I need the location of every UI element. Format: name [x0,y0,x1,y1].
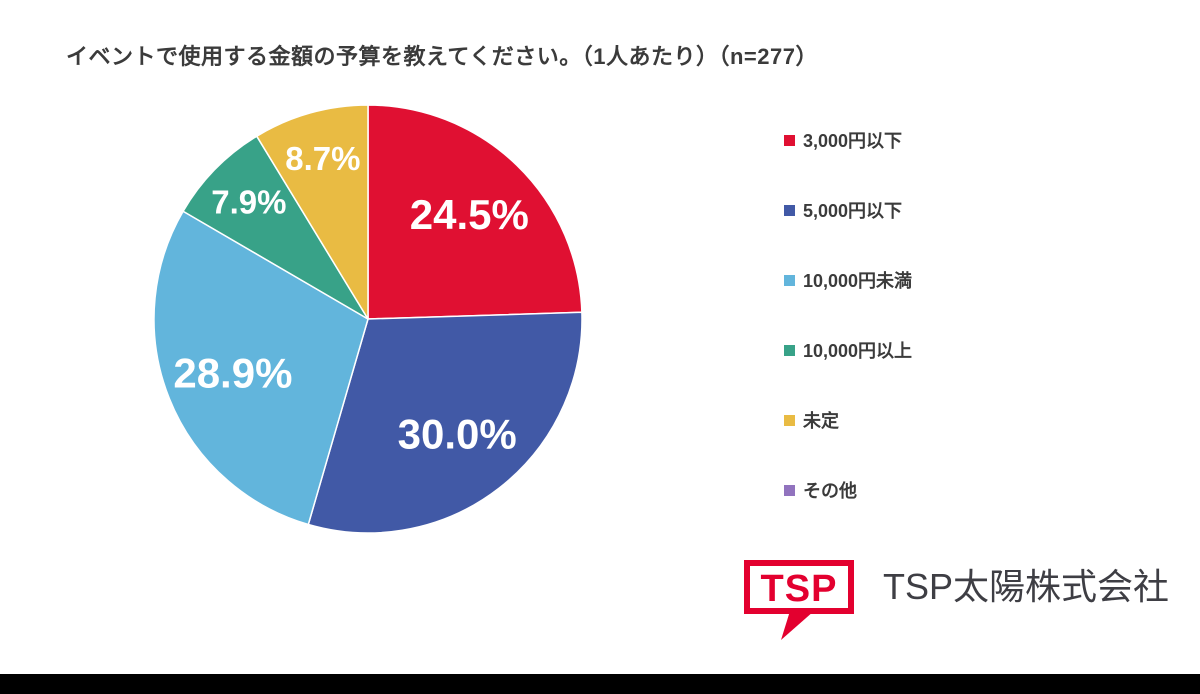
legend: 3,000円以下 5,000円以下 10,000円未満 10,000円以上 未定その他 [784,130,912,550]
legend-marker [784,344,795,356]
legend-label: 3,000円以下 [803,131,903,151]
pie-slice-label-1: 30.0% [398,411,517,458]
pie-slice-3 [182,135,369,320]
legend-label: 10,000円未満 [803,271,913,291]
logo-speech-bubble [744,560,854,614]
legend-label: 10,000円以上 [803,341,913,361]
pie-slice-label-4: 8.7% [285,140,360,177]
legend-label: 5,000円以下 [803,201,903,221]
pie-slice-label-2: 28.9% [173,350,292,397]
legend-item-2: 10,000円未満 [784,270,913,291]
chart-title: イベントで使用する金額の予算を教えてください。（1人あたり）（n=277） [66,44,818,69]
pie-slice-label-3: 7.9% [211,184,286,221]
pie-slice-1 [307,311,583,534]
pie-slice-4 [256,104,369,320]
legend-label: 未定 [803,411,839,431]
bottom-bar [0,674,1200,694]
legend-label: その他 [803,481,857,501]
legend-marker [784,274,795,286]
company-name: TSP太陽株式会社 [883,566,1170,607]
legend-item-0: 3,000円以下 [784,130,912,151]
legend-marker [784,134,795,146]
logo-text: TSP [761,568,838,610]
logo-speech-tail [781,611,814,640]
legend-item-1: 5,000円以下 [784,200,912,221]
legend-marker [784,204,795,216]
legend-item-4: 未定 [784,410,912,431]
pie-slice-label-0: 24.5% [410,191,529,238]
pie-slice-2 [153,210,369,526]
tsp-logo: TSP [744,560,854,640]
pie-slice-0 [367,104,583,320]
legend-item-5: その他 [784,480,912,501]
legend-marker [784,414,795,426]
legend-marker [784,484,795,496]
legend-item-3: 10,000円以上 [784,340,913,361]
